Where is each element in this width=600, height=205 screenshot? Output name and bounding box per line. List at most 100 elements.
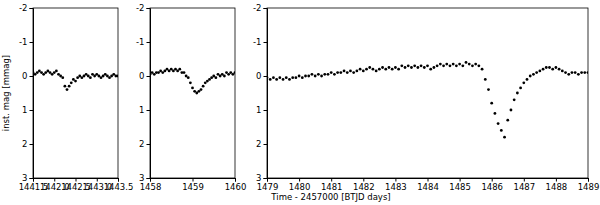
point <box>487 88 490 91</box>
point <box>465 61 468 64</box>
point <box>74 80 77 83</box>
point <box>317 73 320 76</box>
x-tick: 1460 <box>225 178 247 192</box>
y-tick: 3 <box>139 173 150 183</box>
point <box>436 64 439 67</box>
point <box>333 73 336 76</box>
y-tick: 1 <box>139 105 150 115</box>
point <box>410 66 413 69</box>
points <box>150 68 235 95</box>
point <box>323 73 326 76</box>
point <box>439 63 442 66</box>
y-tick-label: -2 <box>253 3 261 13</box>
point <box>214 76 217 79</box>
y-tick-mark <box>147 8 151 9</box>
y-tick-label: 2 <box>139 139 144 149</box>
point <box>362 70 365 73</box>
x-tick-label: 1487 <box>513 182 535 192</box>
point <box>574 71 577 74</box>
y-tick-label: 1 <box>139 105 144 115</box>
x-tick: 1489 <box>578 178 600 192</box>
x-tick: 1488 <box>546 178 568 192</box>
point <box>301 76 304 79</box>
point <box>490 102 493 105</box>
y-tick-label: 0 <box>22 71 27 81</box>
y-tick-mark <box>264 76 268 77</box>
point <box>516 92 519 95</box>
x-axis: 1441.51442.01442.51443.01443.5 <box>19 178 134 192</box>
x-tick-label: 1459 <box>182 182 204 192</box>
points <box>267 61 588 139</box>
point <box>391 68 394 71</box>
point <box>471 64 474 67</box>
x-tick: 1482 <box>353 178 375 192</box>
x-axis: 1479148014811482148314841485148614871488… <box>257 178 600 192</box>
point <box>416 66 419 69</box>
y-tick: -2 <box>253 3 267 13</box>
point <box>320 75 323 78</box>
point <box>404 66 407 69</box>
point <box>327 73 330 76</box>
y-tick-label: 1 <box>256 105 261 115</box>
point <box>70 81 73 84</box>
point <box>545 66 548 69</box>
point <box>202 85 205 88</box>
point <box>433 66 436 69</box>
point <box>564 71 567 74</box>
point <box>394 66 397 69</box>
point <box>561 70 564 73</box>
plot-frame <box>33 8 118 178</box>
y-tick-mark <box>147 42 151 43</box>
point <box>355 70 358 73</box>
point <box>183 71 186 74</box>
y-tick-mark <box>264 178 268 179</box>
point <box>187 76 190 79</box>
point <box>298 75 301 78</box>
point <box>542 68 545 71</box>
point <box>519 87 522 90</box>
point <box>372 68 375 71</box>
y-tick-mark <box>264 8 268 9</box>
point <box>423 66 426 69</box>
point <box>442 64 445 67</box>
point <box>314 75 317 78</box>
point <box>368 66 371 69</box>
y-tick-mark <box>147 178 151 179</box>
x-tick-label: 1480 <box>289 182 311 192</box>
x-tick-label: 1485 <box>449 182 471 192</box>
point <box>275 78 278 81</box>
y-tick-label: 3 <box>139 173 144 183</box>
y-tick-mark <box>264 42 268 43</box>
point <box>458 63 461 66</box>
point <box>510 109 513 112</box>
panel: 145814591460-2-10123 <box>136 3 246 191</box>
y-axis: -2-10123 <box>19 3 33 183</box>
point <box>474 63 477 66</box>
y-tick-mark <box>264 110 268 111</box>
point <box>426 64 429 67</box>
x-tick: 1483 <box>385 178 407 192</box>
y-axis-line <box>147 9 151 179</box>
point <box>532 73 535 76</box>
y-tick-mark <box>147 110 151 111</box>
y-tick-mark <box>30 144 34 145</box>
y-tick: 2 <box>139 139 150 149</box>
point <box>304 75 307 78</box>
point <box>388 66 391 69</box>
point <box>311 73 314 76</box>
point <box>455 64 458 67</box>
x-tick: 1481 <box>321 178 343 192</box>
point <box>484 78 487 81</box>
y-tick: 0 <box>22 71 33 81</box>
point <box>513 98 516 101</box>
point <box>461 64 464 67</box>
y-axis-line <box>264 9 268 179</box>
y-tick-label: 3 <box>256 173 261 183</box>
point <box>375 70 378 73</box>
point <box>339 71 342 74</box>
y-tick: -1 <box>19 37 33 47</box>
point <box>384 68 387 71</box>
panel: 1441.51442.01442.51443.01443.5-2-10123 <box>19 3 134 191</box>
point <box>477 64 480 67</box>
y-tick: 0 <box>139 71 150 81</box>
